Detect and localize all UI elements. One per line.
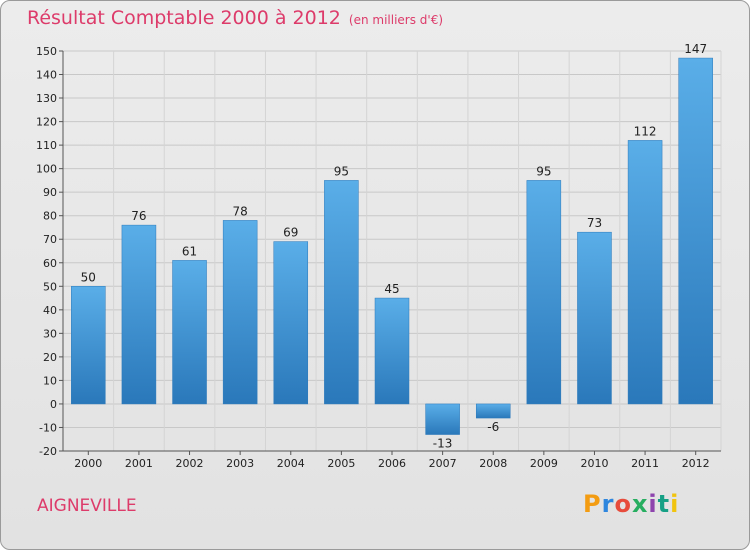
- x-tick-label: 2007: [429, 457, 457, 470]
- x-tick-label: 2008: [479, 457, 507, 470]
- value-label-2003: 78: [233, 204, 248, 218]
- x-tick-label: 2010: [580, 457, 608, 470]
- value-label-2002: 61: [182, 244, 197, 258]
- logo-letter: o: [614, 490, 632, 518]
- y-tick-label: 10: [43, 374, 57, 387]
- value-label-2012: 147: [684, 42, 707, 56]
- x-axis-ticks: 2000 2001 2002 2003 2004 2005 2006 2007 2008 2009…: [74, 451, 710, 470]
- bar-2008: [475, 403, 511, 419]
- value-label-2001: 76: [131, 209, 146, 223]
- bar-2006: [374, 297, 410, 405]
- y-tick-label: 110: [36, 139, 57, 152]
- bar-2009: [526, 180, 562, 405]
- x-tick-label: 2003: [226, 457, 254, 470]
- value-label-2007: -13: [433, 437, 453, 451]
- y-tick-label: 140: [36, 69, 57, 82]
- chart-subtitle: (en milliers d'€): [348, 13, 444, 27]
- bar-2004: [273, 241, 309, 405]
- y-tick-label: 0: [50, 398, 57, 411]
- x-tick-label: 2002: [176, 457, 204, 470]
- y-tick-label: 80: [43, 210, 57, 223]
- y-tick-label: 150: [36, 45, 57, 58]
- value-label-2010: 73: [587, 216, 602, 230]
- x-tick-label: 2004: [277, 457, 305, 470]
- value-label-2005: 95: [334, 164, 349, 178]
- x-tick-label: 2011: [631, 457, 659, 470]
- bar-2001: [121, 224, 157, 405]
- bar-2005: [324, 180, 359, 405]
- bar-2002: [172, 260, 207, 405]
- y-tick-label: 90: [43, 186, 57, 199]
- chart-title-text: Résultat Comptable 2000 à 2012: [27, 7, 341, 29]
- y-tick-label: 120: [36, 116, 57, 129]
- logo-letter: i: [670, 490, 680, 518]
- bar-2010: [577, 231, 612, 405]
- bar-2012: [678, 57, 713, 405]
- bar-2007: [425, 403, 460, 435]
- y-axis-ticks: -20 -10 0 10 20 30 40 50 60 70 80 90 100 110 120 130 140…: [36, 45, 63, 458]
- value-label-2009: 95: [536, 164, 551, 178]
- y-tick-label: 70: [43, 233, 57, 246]
- y-tick-label: 20: [43, 351, 57, 364]
- x-tick-label: 2000: [74, 457, 102, 470]
- commune-name: AIGNEVILLE: [37, 496, 137, 516]
- value-label-2004: 69: [283, 226, 298, 240]
- value-labels: 50 76 61 78 69 95 45 -13 -6 95 73 112 147: [81, 42, 707, 450]
- logo-letter: t: [657, 490, 671, 518]
- value-label-2006: 45: [384, 282, 399, 296]
- y-tick-label: 50: [43, 280, 57, 293]
- logo-letter: x: [631, 490, 649, 518]
- chart-title: Résultat Comptable 2000 à 2012 (en millie…: [27, 7, 443, 29]
- bar-2003: [222, 220, 258, 405]
- y-tick-label: 130: [36, 92, 57, 105]
- y-tick-label: 40: [43, 304, 57, 317]
- value-label-2008: -6: [487, 420, 499, 434]
- value-label-2011: 112: [634, 124, 657, 138]
- y-tick-label: -10: [39, 421, 57, 434]
- logo-letter: r: [601, 490, 615, 518]
- x-tick-label: 2001: [125, 457, 153, 470]
- bar-2000: [71, 286, 106, 405]
- y-tick-label: 30: [43, 327, 57, 340]
- logo-letter: i: [648, 490, 658, 518]
- x-tick-label: 2005: [327, 457, 355, 470]
- value-label-2000: 50: [81, 270, 96, 284]
- logo-letter: P: [583, 490, 602, 518]
- bar-2011: [627, 140, 663, 405]
- y-tick-label: -20: [39, 445, 57, 458]
- x-tick-label: 2009: [530, 457, 558, 470]
- y-tick-label: 100: [36, 163, 57, 176]
- y-tick-label: 60: [43, 257, 57, 270]
- x-tick-label: 2012: [682, 457, 710, 470]
- bars: [71, 57, 713, 435]
- x-tick-label: 2006: [378, 457, 406, 470]
- proxiti-logo: Proxiti: [583, 490, 679, 518]
